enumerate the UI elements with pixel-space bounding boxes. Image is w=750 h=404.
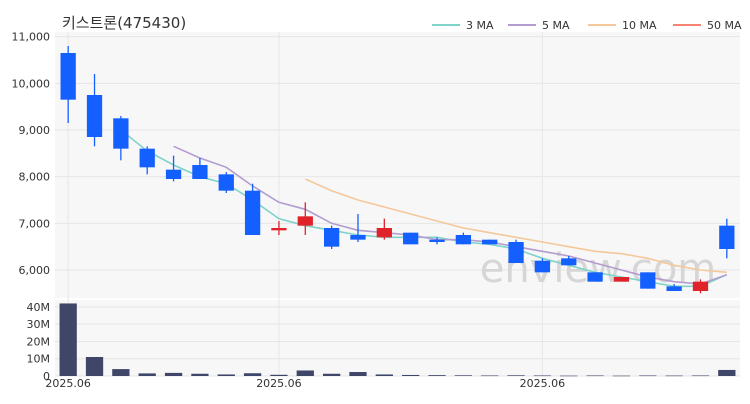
candle-body: [429, 239, 445, 242]
ma5-line: [173, 145, 728, 285]
candle-body: [613, 277, 630, 282]
volume-bar: [322, 373, 341, 376]
candle-body: [376, 228, 392, 238]
price-tick-label: 10,000: [12, 77, 51, 90]
volume-bar: [217, 374, 235, 376]
volume-bar: [718, 369, 736, 376]
legend-label: 5 MA: [542, 19, 570, 32]
candle-body: [165, 169, 182, 179]
candle-body: [139, 148, 155, 168]
volume-panel: [55, 300, 740, 376]
volume-bar: [375, 374, 393, 376]
axis-layer: 6,000 7,000 8,000 9,000 10,000 11,000 0 10M 20M 3…: [12, 31, 566, 390]
candle-body: [403, 232, 419, 245]
chart-title: 키스트론(475430): [62, 14, 186, 32]
candle-body: [113, 118, 129, 149]
volume-tick-label: 10M: [27, 353, 51, 366]
candle-body: [297, 216, 313, 226]
candle-body: [218, 174, 234, 191]
candle-body: [666, 286, 682, 291]
price-tick-label: 11,000: [12, 31, 51, 44]
price-tick-label: 7,000: [19, 217, 51, 230]
volume-tick-label: 40M: [27, 301, 51, 314]
price-tick-label: 9,000: [19, 124, 51, 137]
volume-bar: [243, 373, 262, 376]
volume-tick-label: 20M: [27, 335, 51, 348]
volume-bar: [481, 375, 499, 377]
volume-bar: [59, 303, 77, 376]
volume-tick-label: 0: [43, 370, 50, 383]
volume-bar: [270, 374, 288, 376]
volume-tick-label: 30M: [27, 318, 51, 331]
volume-bar: [639, 375, 657, 377]
x-tick-label: 2025.06: [45, 377, 91, 390]
candle-layer: [60, 46, 735, 294]
legend-label: 50 MA: [707, 19, 742, 32]
candle-body: [561, 258, 577, 266]
volume-bar: [85, 357, 104, 376]
candle-body: [455, 235, 472, 245]
volume-bar: [112, 369, 130, 376]
candle-body: [508, 242, 524, 263]
legend-label: 3 MA: [466, 19, 494, 32]
candle-body: [482, 239, 498, 245]
legend: 3 MA 5 MA 10 MA 50 MA: [432, 19, 742, 32]
legend-label: 10 MA: [622, 19, 657, 32]
volume-bar: [612, 375, 631, 377]
x-tick-label: 2025.06: [520, 377, 566, 390]
candle-body: [244, 190, 261, 235]
candle-body: [271, 228, 287, 231]
candle-body: [323, 228, 340, 247]
volume-bar: [191, 373, 209, 376]
volume-bar: [560, 375, 578, 377]
volume-bar: [586, 375, 604, 377]
candle-body: [60, 53, 76, 100]
volume-bar: [533, 375, 552, 377]
candle-body: [692, 281, 709, 291]
candle-body: [350, 235, 366, 240]
volume-bar: [296, 370, 314, 376]
volume-bar: [349, 372, 367, 376]
volume-bar: [428, 375, 446, 376]
volume-bar: [665, 375, 683, 377]
x-tick-label: 2025.06: [256, 377, 302, 390]
volume-bar: [138, 373, 156, 376]
volume-bar: [402, 374, 420, 376]
candle-body: [719, 225, 735, 249]
volume-bar: [454, 375, 473, 376]
volume-bar: [691, 375, 710, 377]
volume-bar: [164, 372, 183, 376]
candle-body: [640, 272, 656, 289]
price-tick-label: 6,000: [19, 264, 51, 277]
ma10-line: [304, 178, 727, 274]
candle-body: [534, 260, 551, 273]
candle-body: [86, 95, 103, 137]
price-tick-label: 8,000: [19, 171, 51, 184]
candle-body: [192, 165, 208, 179]
volume-layer: [59, 303, 736, 377]
volume-bar: [507, 375, 525, 376]
candle-body: [587, 272, 603, 282]
